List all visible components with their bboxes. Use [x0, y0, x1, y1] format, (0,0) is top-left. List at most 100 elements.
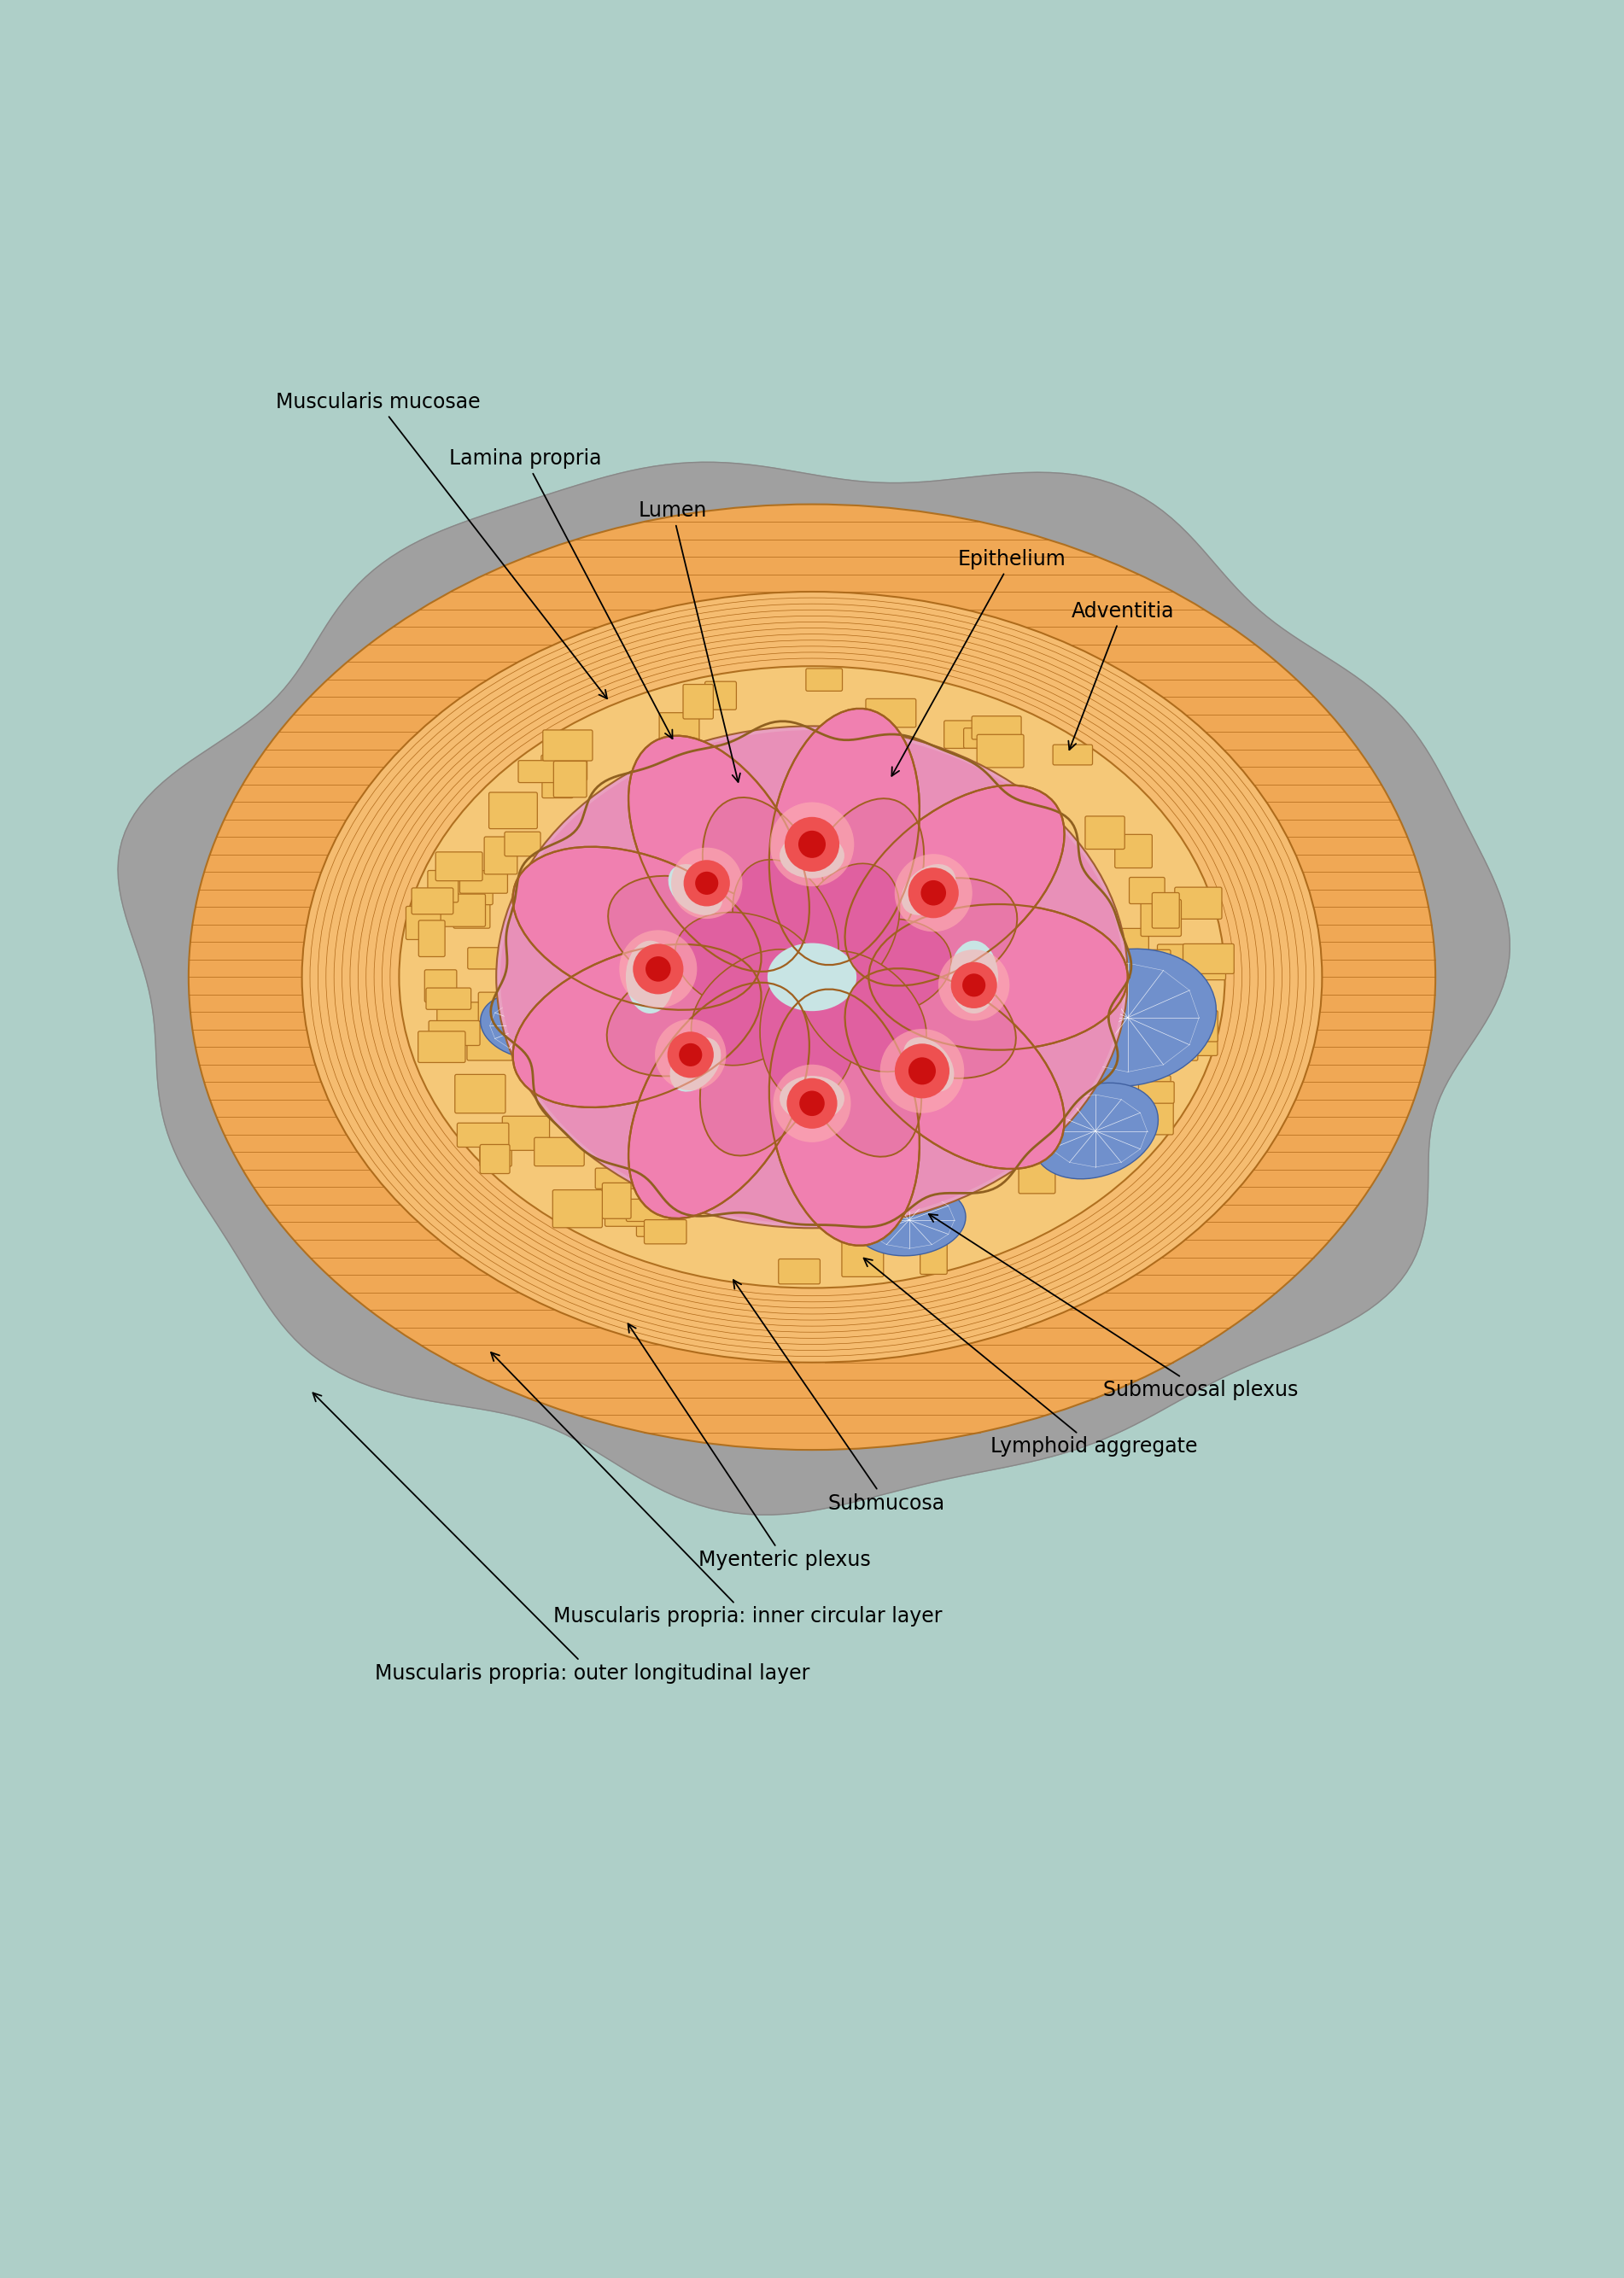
Circle shape — [799, 831, 825, 859]
Circle shape — [963, 973, 986, 998]
FancyBboxPatch shape — [406, 907, 440, 939]
Ellipse shape — [901, 863, 957, 916]
Ellipse shape — [853, 1185, 966, 1255]
FancyBboxPatch shape — [427, 870, 458, 902]
Ellipse shape — [302, 592, 1322, 1362]
FancyBboxPatch shape — [1104, 929, 1148, 957]
FancyBboxPatch shape — [1169, 1027, 1218, 1055]
Ellipse shape — [1033, 1082, 1158, 1180]
Ellipse shape — [513, 847, 762, 1009]
Ellipse shape — [628, 736, 809, 973]
Ellipse shape — [513, 945, 762, 1107]
FancyBboxPatch shape — [895, 1214, 939, 1237]
FancyBboxPatch shape — [627, 1198, 669, 1221]
FancyBboxPatch shape — [484, 836, 518, 875]
Text: Adventitia: Adventitia — [1069, 601, 1174, 749]
Circle shape — [770, 802, 854, 886]
Circle shape — [939, 950, 1010, 1021]
FancyBboxPatch shape — [505, 831, 541, 857]
FancyBboxPatch shape — [1085, 1146, 1116, 1171]
FancyBboxPatch shape — [479, 993, 513, 1021]
Circle shape — [654, 1018, 726, 1091]
Ellipse shape — [700, 970, 830, 1155]
FancyBboxPatch shape — [1085, 816, 1125, 850]
Ellipse shape — [869, 904, 1127, 1050]
FancyBboxPatch shape — [411, 888, 453, 913]
Circle shape — [950, 961, 997, 1009]
Ellipse shape — [625, 941, 674, 1014]
FancyBboxPatch shape — [596, 1169, 641, 1189]
FancyBboxPatch shape — [1018, 1160, 1056, 1194]
FancyBboxPatch shape — [534, 1137, 585, 1166]
Ellipse shape — [794, 800, 924, 982]
FancyBboxPatch shape — [1130, 1036, 1158, 1062]
Circle shape — [671, 847, 742, 918]
FancyBboxPatch shape — [1140, 950, 1171, 975]
FancyBboxPatch shape — [453, 891, 490, 927]
Ellipse shape — [628, 982, 809, 1219]
Text: Muscularis propria: inner circular layer: Muscularis propria: inner circular layer — [490, 1353, 942, 1626]
FancyBboxPatch shape — [1166, 1036, 1199, 1062]
Text: Muscularis propria: outer longitudinal layer: Muscularis propria: outer longitudinal l… — [313, 1392, 810, 1683]
FancyBboxPatch shape — [1111, 1023, 1147, 1050]
Ellipse shape — [789, 863, 900, 1000]
FancyBboxPatch shape — [419, 920, 445, 957]
Text: Submucosa: Submucosa — [734, 1280, 945, 1513]
Ellipse shape — [768, 943, 856, 1011]
Ellipse shape — [607, 948, 793, 1075]
FancyBboxPatch shape — [637, 1216, 672, 1237]
Text: Epithelium: Epithelium — [892, 549, 1065, 777]
Text: Submucosal plexus: Submucosal plexus — [929, 1214, 1299, 1401]
Text: Lymphoid aggregate: Lymphoid aggregate — [864, 1257, 1197, 1458]
Circle shape — [633, 943, 684, 993]
FancyBboxPatch shape — [1199, 952, 1226, 980]
FancyBboxPatch shape — [1129, 877, 1164, 904]
Circle shape — [695, 872, 718, 895]
Ellipse shape — [497, 727, 1127, 1228]
FancyBboxPatch shape — [971, 715, 1021, 740]
Circle shape — [679, 1043, 702, 1066]
FancyBboxPatch shape — [479, 1137, 512, 1166]
Circle shape — [619, 929, 697, 1007]
FancyBboxPatch shape — [489, 793, 538, 829]
FancyBboxPatch shape — [1181, 1011, 1218, 1041]
Ellipse shape — [831, 950, 1017, 1077]
FancyBboxPatch shape — [603, 1182, 632, 1219]
FancyBboxPatch shape — [900, 1214, 929, 1246]
FancyBboxPatch shape — [1174, 886, 1221, 918]
FancyBboxPatch shape — [468, 1023, 515, 1059]
FancyBboxPatch shape — [978, 734, 1023, 768]
Ellipse shape — [760, 957, 857, 1103]
Ellipse shape — [692, 950, 822, 1066]
Ellipse shape — [500, 731, 1124, 1223]
FancyBboxPatch shape — [455, 1075, 505, 1114]
FancyBboxPatch shape — [1114, 834, 1151, 868]
Circle shape — [895, 1043, 950, 1098]
FancyBboxPatch shape — [1150, 991, 1197, 1014]
FancyBboxPatch shape — [425, 989, 471, 1009]
FancyBboxPatch shape — [778, 1260, 820, 1285]
FancyBboxPatch shape — [1054, 1130, 1088, 1150]
FancyBboxPatch shape — [468, 948, 510, 968]
Text: Muscularis mucosae: Muscularis mucosae — [276, 392, 607, 699]
Ellipse shape — [607, 875, 793, 1005]
Circle shape — [921, 879, 947, 907]
Ellipse shape — [831, 877, 1017, 1007]
Ellipse shape — [669, 1036, 721, 1091]
Circle shape — [773, 1064, 851, 1141]
Ellipse shape — [732, 859, 838, 1000]
Circle shape — [908, 868, 958, 918]
Circle shape — [908, 1057, 935, 1084]
Ellipse shape — [667, 863, 723, 916]
FancyBboxPatch shape — [417, 1032, 466, 1062]
FancyBboxPatch shape — [542, 770, 573, 797]
Circle shape — [784, 818, 840, 872]
FancyBboxPatch shape — [435, 852, 482, 882]
FancyBboxPatch shape — [659, 713, 700, 740]
FancyBboxPatch shape — [437, 893, 486, 927]
Ellipse shape — [844, 786, 1064, 986]
FancyBboxPatch shape — [841, 1242, 883, 1276]
FancyBboxPatch shape — [429, 1021, 481, 1046]
Ellipse shape — [703, 797, 830, 982]
FancyBboxPatch shape — [542, 729, 593, 761]
